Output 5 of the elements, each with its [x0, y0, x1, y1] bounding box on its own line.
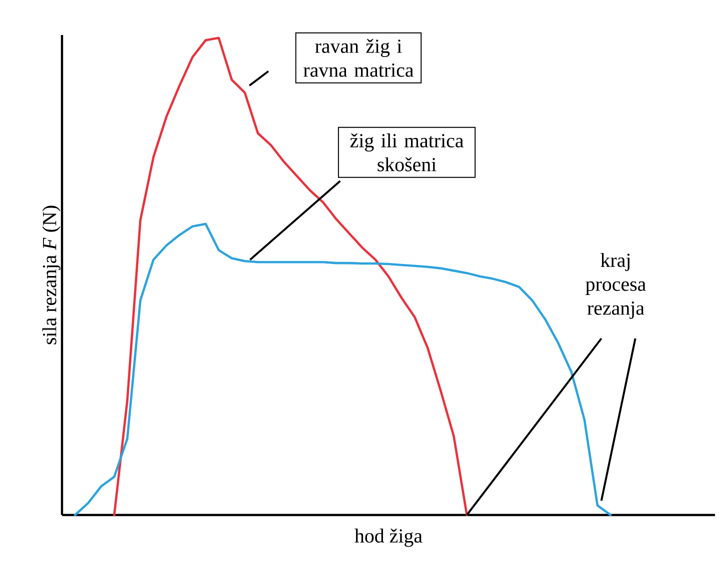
annotation: žig ili matrica skošeni: [350, 133, 464, 172]
y-axis-title: sila rezanja F (N): [42, 206, 60, 344]
annotation: ravan žig i ravna matrica: [304, 38, 414, 77]
annotation: kraj procesa rezanja: [586, 253, 646, 319]
x-axis-title: hod žiga: [354, 528, 422, 547]
